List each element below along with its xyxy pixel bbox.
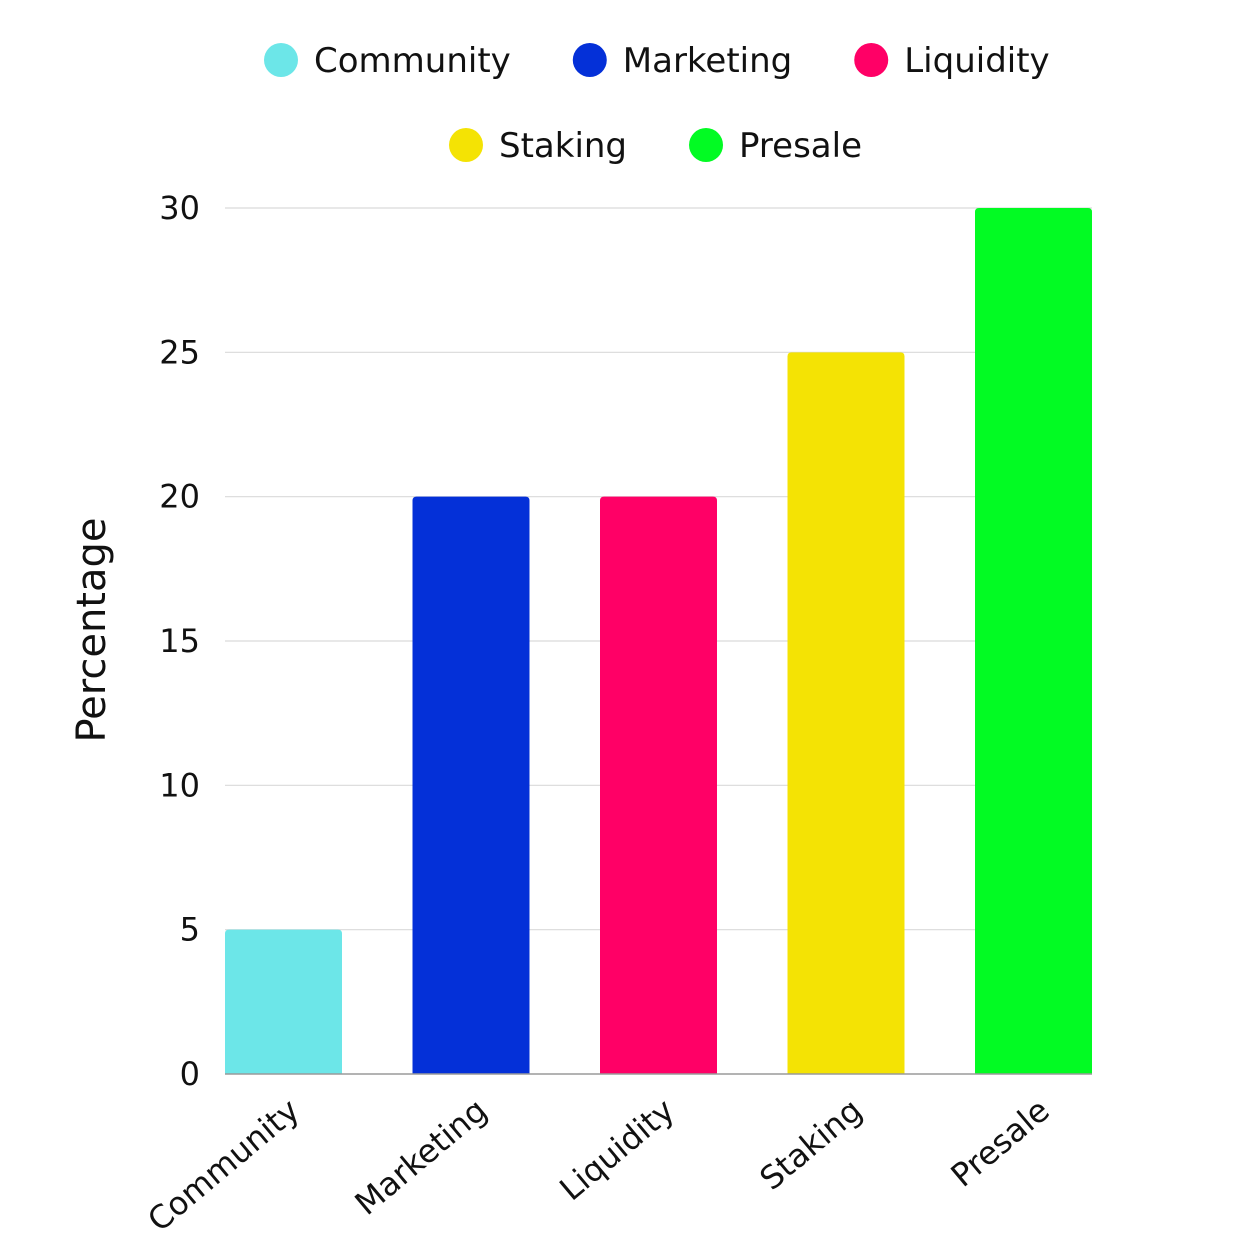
- legend-swatch: [264, 43, 298, 77]
- legend-label: Community: [314, 41, 511, 81]
- legend-swatch: [689, 128, 724, 162]
- bar-staking: [787, 352, 905, 1074]
- y-tick-label: 25: [159, 333, 200, 371]
- legend: Community Marketing Liquidity Staking Presal…: [264, 41, 1050, 166]
- x-axis-categories: Community Marketing Liquidity Staking Presal…: [140, 1091, 1056, 1239]
- y-tick-label: 0: [180, 1055, 200, 1093]
- legend-item-presale: Presale: [689, 126, 862, 166]
- bars: [225, 208, 1092, 1075]
- legend-swatch: [854, 43, 889, 77]
- legend-item-marketing: Marketing: [572, 41, 792, 81]
- legend-item-liquidity: Liquidity: [854, 41, 1050, 81]
- y-tick-label: 15: [159, 622, 200, 660]
- x-tick-label-staking: Staking: [752, 1091, 869, 1198]
- legend-item-community: Community: [264, 41, 511, 81]
- legend-label: Marketing: [623, 41, 792, 81]
- y-tick-label: 20: [159, 478, 200, 516]
- bar-liquidity: [600, 496, 717, 1075]
- legend-swatch: [572, 43, 607, 77]
- legend-label: Presale: [739, 126, 862, 166]
- bar-presale: [975, 208, 1092, 1074]
- x-tick-label-presale: Presale: [944, 1091, 1057, 1195]
- y-tick-label: 30: [159, 189, 200, 227]
- legend-label: Staking: [499, 126, 627, 166]
- bar-community: [225, 929, 342, 1074]
- legend-swatch: [449, 128, 483, 162]
- x-tick-label-marketing: Marketing: [348, 1091, 495, 1223]
- x-tick-label-liquidity: Liquidity: [552, 1091, 681, 1208]
- y-axis-ticks: 0 5 10 15 20 25 30: [159, 189, 200, 1093]
- bar-marketing: [412, 496, 530, 1075]
- legend-label: Liquidity: [904, 41, 1049, 81]
- y-axis-label: Percentage: [69, 517, 115, 742]
- y-tick-label: 5: [180, 911, 200, 949]
- y-tick-label: 10: [159, 766, 200, 804]
- x-tick-label-community: Community: [140, 1091, 306, 1239]
- legend-item-staking: Staking: [449, 126, 627, 166]
